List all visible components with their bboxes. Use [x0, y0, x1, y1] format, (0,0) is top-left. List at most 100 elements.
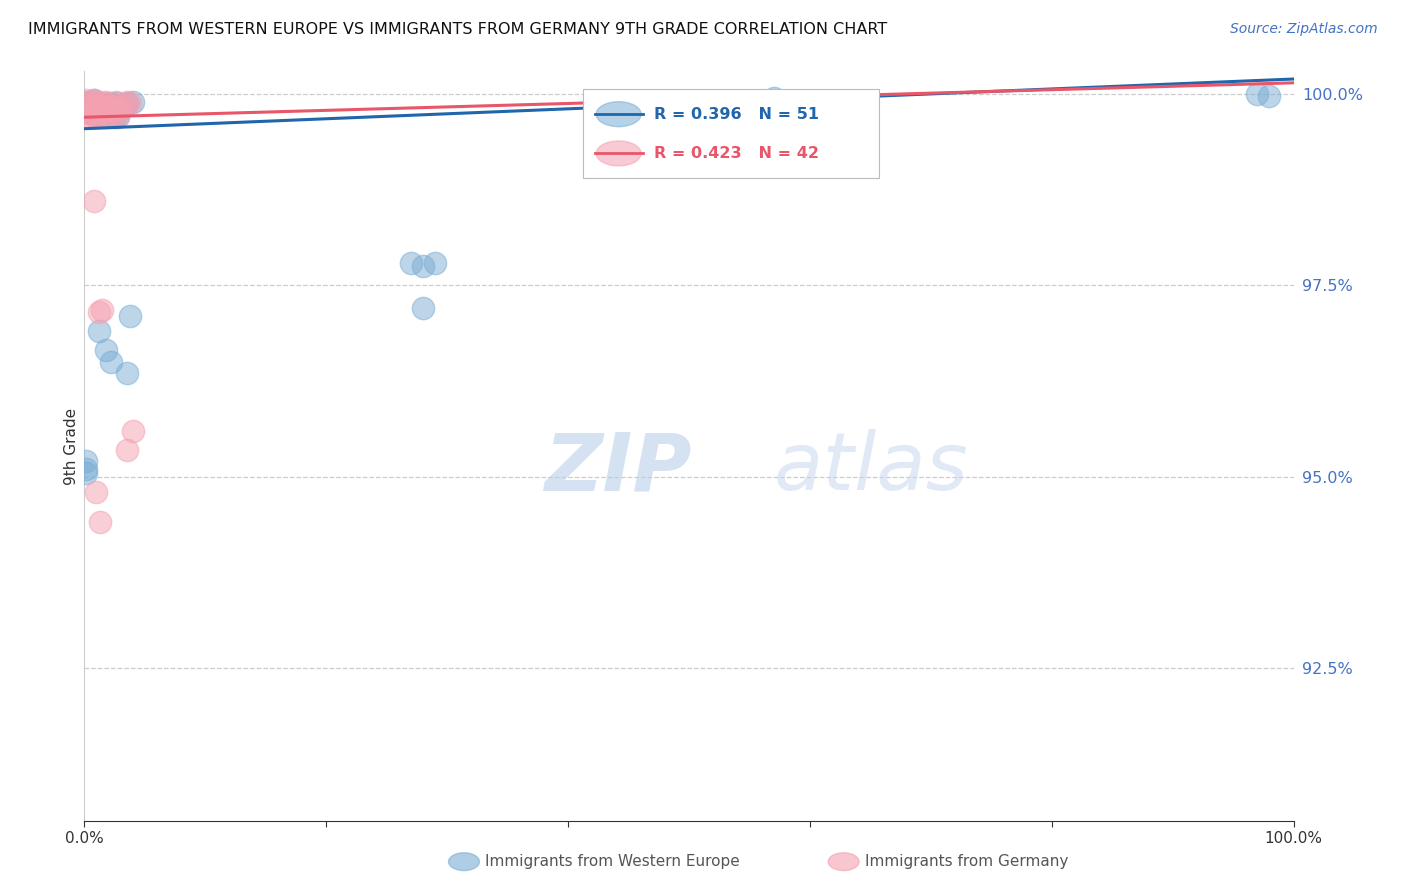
Point [86, 96, 108, 111]
Point [104, 106, 127, 120]
Y-axis label: 9th Grade: 9th Grade [63, 408, 79, 484]
Text: R = 0.396   N = 51: R = 0.396 N = 51 [654, 107, 818, 121]
Point [100, 103, 122, 117]
Point [79, 109, 101, 123]
Point [98, 99, 121, 113]
Point [104, 99, 127, 113]
Point [94, 99, 117, 113]
Point [110, 101, 132, 115]
Point [87, 109, 110, 123]
Point [94, 110, 117, 124]
Point [104, 110, 127, 124]
Point [83, 94, 105, 108]
Point [121, 95, 143, 109]
Point [80, 95, 103, 109]
Point [120, 96, 142, 111]
Point [77, 96, 100, 111]
Point [86, 484, 108, 499]
Point [89, 106, 111, 120]
Point [100, 103, 122, 117]
Point [94, 95, 117, 109]
Point [423, 255, 446, 269]
Point [97, 109, 120, 123]
Point [83, 194, 105, 209]
Point [112, 99, 135, 113]
Point [97, 101, 120, 115]
Point [77, 106, 100, 120]
Point [96, 103, 118, 117]
Point [93, 101, 115, 115]
Point [120, 309, 142, 323]
Point [87, 305, 110, 319]
Point [112, 99, 135, 113]
Point [104, 95, 127, 109]
Point [107, 103, 129, 117]
Point [110, 101, 132, 115]
Text: R = 0.423   N = 42: R = 0.423 N = 42 [654, 146, 818, 161]
Point [79, 96, 101, 111]
Point [90, 101, 112, 115]
Point [412, 301, 434, 316]
Point [94, 106, 117, 120]
Point [94, 96, 117, 111]
Point [91, 99, 114, 113]
Point [98, 96, 121, 111]
Point [86, 103, 108, 117]
Point [91, 302, 114, 317]
Point [89, 96, 111, 111]
Point [75, 466, 97, 480]
Point [75, 95, 97, 109]
Point [121, 424, 143, 438]
Point [97, 109, 120, 123]
Point [89, 516, 111, 530]
Point [762, 91, 785, 105]
Point [82, 106, 104, 120]
Point [399, 255, 422, 269]
Point [87, 324, 110, 338]
Point [412, 260, 434, 274]
Point [86, 101, 108, 115]
Point [86, 109, 108, 123]
Point [84, 99, 107, 113]
Point [93, 101, 115, 115]
Point [107, 110, 129, 124]
Point [94, 343, 117, 358]
Point [89, 101, 111, 115]
Point [91, 109, 114, 123]
Text: atlas: atlas [773, 429, 969, 508]
Point [1246, 87, 1268, 102]
Point [105, 96, 128, 111]
Point [96, 101, 118, 115]
Point [115, 442, 138, 457]
Point [103, 101, 125, 115]
Point [79, 106, 101, 120]
Point [77, 99, 100, 113]
Point [115, 96, 138, 111]
Point [101, 101, 124, 115]
Point [91, 99, 114, 113]
Point [107, 109, 129, 123]
Point [107, 103, 129, 117]
Point [83, 94, 105, 108]
Point [86, 96, 108, 111]
Point [75, 454, 97, 468]
Point [87, 99, 110, 113]
Point [100, 106, 122, 120]
Point [84, 110, 107, 124]
Text: Immigrants from Western Europe: Immigrants from Western Europe [485, 855, 740, 869]
Text: Source: ZipAtlas.com: Source: ZipAtlas.com [1230, 22, 1378, 37]
Point [104, 99, 127, 113]
Point [115, 95, 138, 109]
Point [94, 103, 117, 117]
Point [1258, 88, 1281, 103]
Point [97, 99, 120, 113]
Point [100, 355, 122, 369]
Text: Immigrants from Germany: Immigrants from Germany [865, 855, 1069, 869]
Point [75, 462, 97, 476]
Point [91, 106, 114, 120]
Point [75, 94, 97, 108]
Point [84, 99, 107, 113]
Text: ZIP: ZIP [544, 429, 692, 508]
Text: IMMIGRANTS FROM WESTERN EUROPE VS IMMIGRANTS FROM GERMANY 9TH GRADE CORRELATION : IMMIGRANTS FROM WESTERN EUROPE VS IMMIGR… [28, 22, 887, 37]
Point [82, 95, 104, 109]
